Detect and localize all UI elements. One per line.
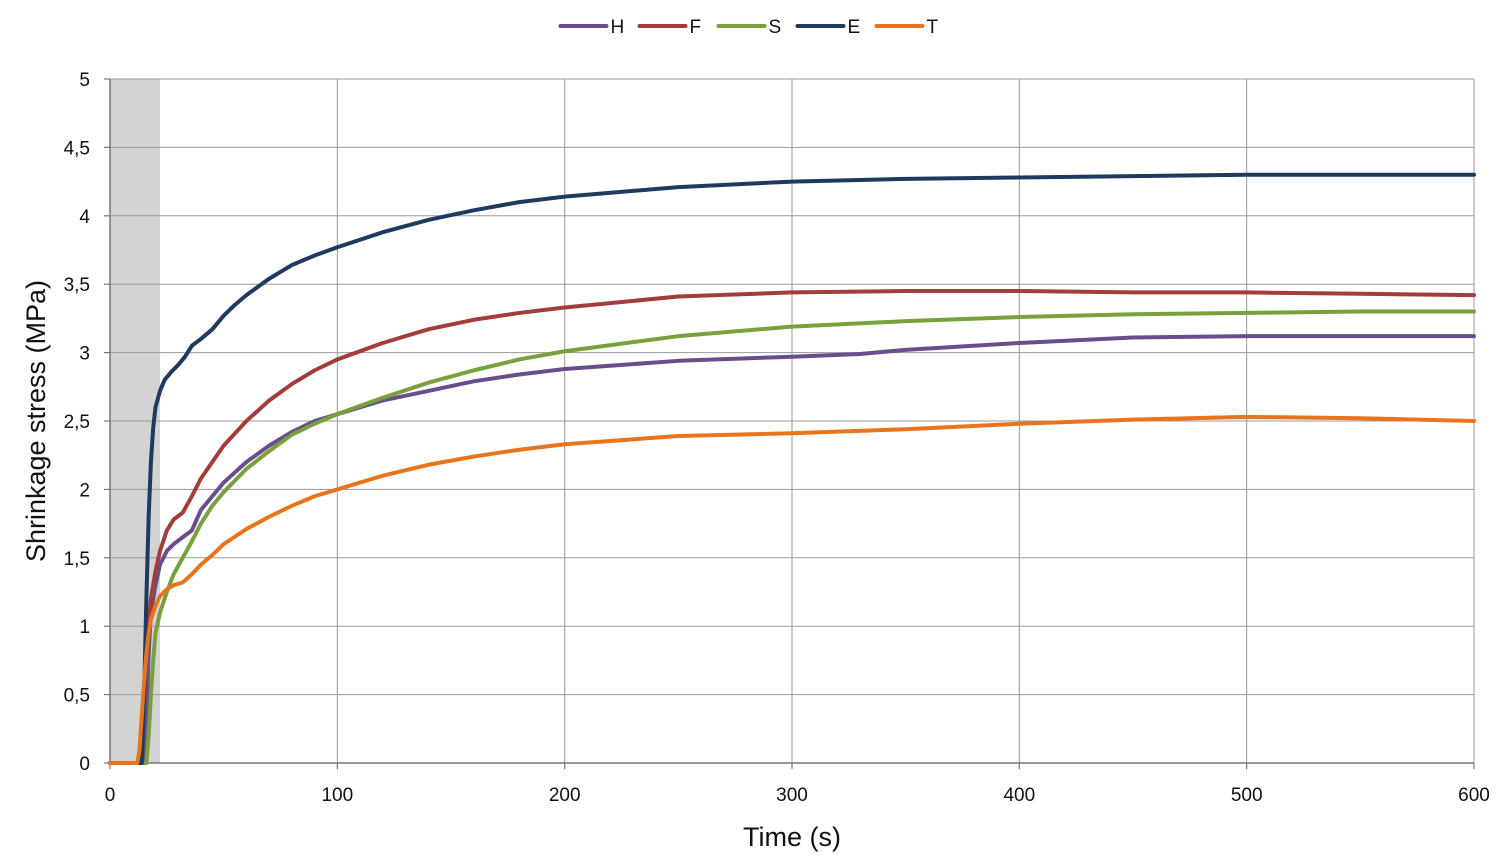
series-line-e bbox=[108, 172, 1476, 765]
axes bbox=[104, 78, 1475, 769]
y-tick-label: 5 bbox=[79, 70, 90, 91]
series-line-t bbox=[108, 414, 1476, 765]
x-tick-label: 600 bbox=[1458, 785, 1490, 806]
gridlines bbox=[109, 78, 1475, 764]
x-tick-label: 100 bbox=[321, 785, 353, 806]
x-tick-label: 300 bbox=[776, 785, 808, 806]
y-tick-label: 1,5 bbox=[64, 549, 90, 570]
series-line-h bbox=[108, 334, 1476, 765]
legend-label-f: F bbox=[690, 17, 702, 38]
y-axis-title: Shrinkage stress (MPa) bbox=[21, 280, 51, 562]
series-line-f bbox=[108, 289, 1476, 765]
series-line-s bbox=[108, 309, 1476, 765]
legend-label-t: T bbox=[927, 17, 939, 38]
legend-label-s: S bbox=[769, 17, 782, 38]
x-tick-label: 0 bbox=[105, 785, 116, 806]
legend-label-h: H bbox=[611, 17, 625, 38]
x-tick-label: 500 bbox=[1231, 785, 1263, 806]
y-tick-label: 4 bbox=[79, 207, 90, 228]
y-tick-label: 0,5 bbox=[64, 686, 90, 707]
y-tick-label: 3,5 bbox=[64, 275, 90, 296]
y-tick-label: 0 bbox=[79, 754, 90, 775]
legend-label-e: E bbox=[848, 17, 861, 38]
x-tick-label: 400 bbox=[1003, 785, 1035, 806]
series-lines bbox=[108, 172, 1476, 765]
tick-labels: 0 0,5 1 1,5 2 2,5 3 3,5 4 4,5 5 0 100 200 300 400 500 600 bbox=[64, 70, 1490, 806]
y-tick-label: 2,5 bbox=[64, 412, 90, 433]
y-tick-label: 3 bbox=[79, 344, 90, 365]
x-tick-label: 200 bbox=[549, 785, 581, 806]
y-tick-label: 1 bbox=[79, 617, 90, 638]
x-axis-title: Time (s) bbox=[743, 822, 841, 852]
y-tick-label: 4,5 bbox=[64, 138, 90, 159]
y-tick-label: 2 bbox=[79, 480, 90, 501]
